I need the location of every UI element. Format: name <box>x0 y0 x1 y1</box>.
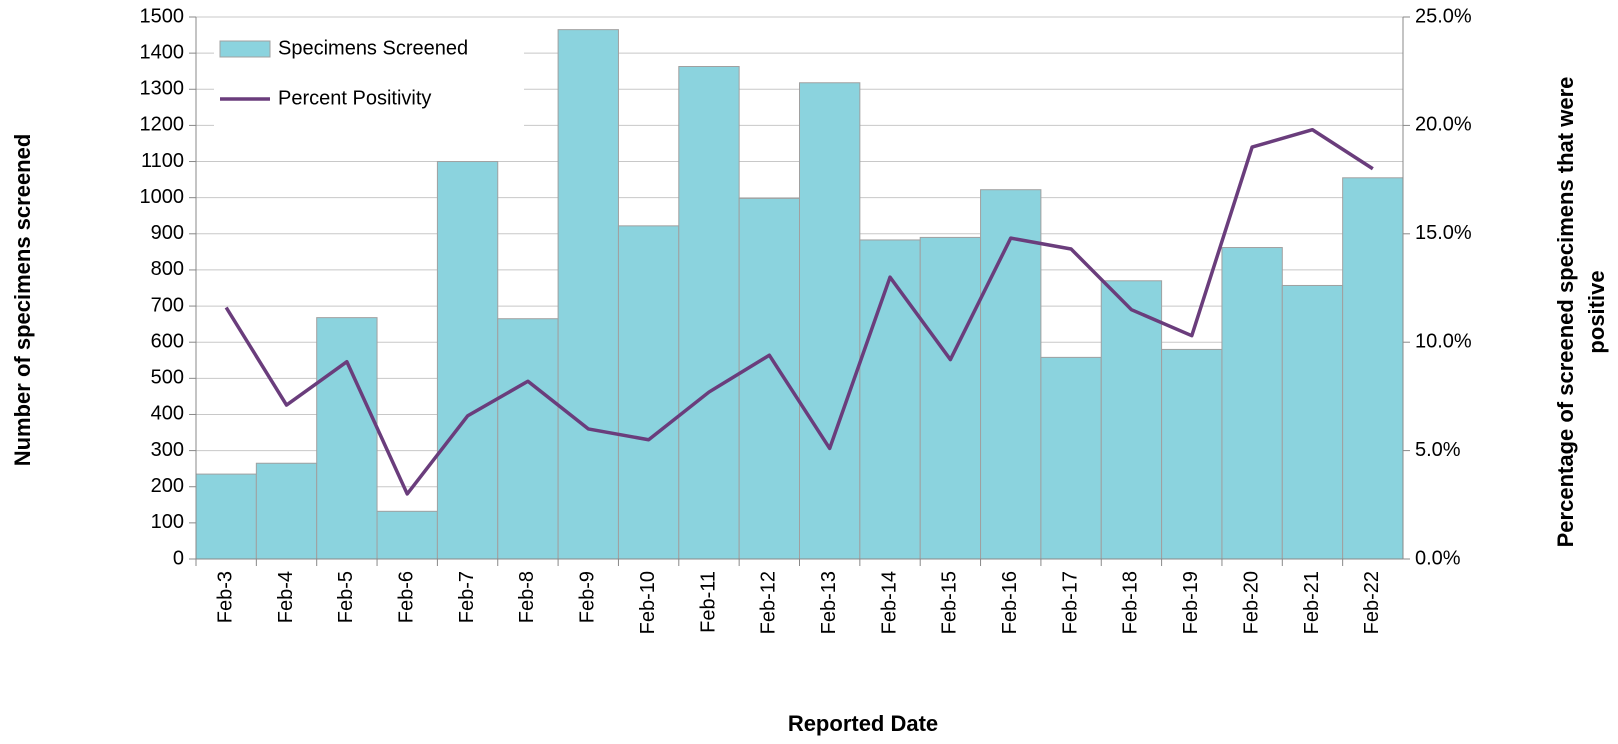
x-tick-label: Feb-4 <box>275 571 297 623</box>
bar <box>1281 284 1344 560</box>
bar <box>738 197 801 560</box>
y-tick-label: 200 <box>151 475 184 497</box>
bar <box>1221 247 1283 560</box>
x-tick-label: Feb-3 <box>214 571 236 623</box>
y2-tick-label: 0.0% <box>1415 547 1461 569</box>
x-tick-label: Feb-7 <box>456 571 478 623</box>
x-tick-label: Feb-9 <box>577 571 599 623</box>
y-tick-label: 300 <box>151 439 184 461</box>
x-tick-label: Feb-20 <box>1240 571 1262 634</box>
x-tick-label: Feb-6 <box>396 571 418 623</box>
x-tick-label: Feb-11 <box>697 571 719 633</box>
y2-tick-label: 25.0% <box>1415 5 1472 27</box>
x-tick-label: Feb-15 <box>939 571 961 634</box>
y-tick-label: 400 <box>151 403 184 425</box>
y2-axis-title: positive <box>1584 270 1609 353</box>
y-axis-title: Number of specimens screened <box>10 134 35 467</box>
y-tick-label: 1000 <box>140 186 185 208</box>
x-tick-label: Feb-21 <box>1301 571 1323 634</box>
x-tick-label: Feb-17 <box>1059 571 1081 634</box>
legend-label: Percent Positivity <box>278 87 431 109</box>
y-tick-label: 100 <box>151 511 184 533</box>
x-tick-label: Feb-5 <box>335 571 357 623</box>
y-tick-label: 800 <box>151 258 184 280</box>
y-tick-label: 1400 <box>140 41 185 63</box>
y2-tick-label: 10.0% <box>1415 330 1472 352</box>
y-tick-label: 700 <box>151 294 184 316</box>
bar <box>255 462 318 560</box>
bar <box>1040 356 1102 560</box>
y-tick-label: 1300 <box>140 78 185 100</box>
y-tick-label: 1500 <box>140 5 185 27</box>
bar <box>557 29 619 560</box>
bar <box>195 473 257 560</box>
legend-label: Specimens Screened <box>278 37 468 59</box>
x-tick-label: Feb-19 <box>1180 571 1202 634</box>
bar <box>859 239 921 560</box>
bar <box>1342 177 1404 560</box>
y2-tick-label: 20.0% <box>1415 114 1472 136</box>
x-axis-title: Reported Date <box>788 711 938 736</box>
bar <box>497 318 559 560</box>
x-tick-label: Feb-13 <box>818 571 840 634</box>
x-tick-label: Feb-16 <box>999 571 1021 634</box>
y-tick-label: 600 <box>151 330 184 352</box>
bar <box>436 161 499 560</box>
y2-axis-title: Percentage of screened specimens that we… <box>1553 77 1578 548</box>
y-tick-label: 0 <box>173 547 184 569</box>
y-tick-label: 500 <box>151 367 184 389</box>
line <box>224 127 1374 496</box>
legend-swatch <box>219 40 271 58</box>
bar <box>376 510 438 560</box>
x-tick-label: Feb-14 <box>878 571 900 634</box>
y2-tick-label: 15.0% <box>1415 222 1472 244</box>
bar <box>1100 280 1163 560</box>
x-tick-label: Feb-10 <box>637 571 659 634</box>
bar <box>980 189 1042 560</box>
x-tick-label: Feb-8 <box>516 571 538 623</box>
bar <box>919 236 982 560</box>
y2-tick-label: 5.0% <box>1415 439 1461 461</box>
x-tick-label: Feb-22 <box>1361 571 1383 634</box>
y-tick-label: 1100 <box>141 150 184 172</box>
bar <box>617 225 680 560</box>
x-tick-label: Feb-18 <box>1120 571 1142 634</box>
bar <box>678 66 740 560</box>
y-tick-label: 1200 <box>140 114 185 136</box>
x-tick-label: Feb-12 <box>758 571 780 634</box>
bar <box>1161 348 1223 560</box>
bar <box>316 317 378 560</box>
bar <box>799 82 861 560</box>
y-tick-label: 900 <box>151 222 184 244</box>
